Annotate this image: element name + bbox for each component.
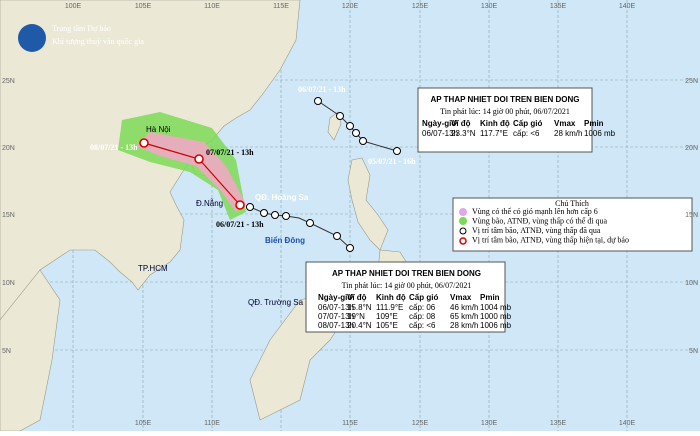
cell: 109°E [376, 312, 398, 321]
cell: 06/07-13h [318, 303, 354, 312]
lon-label: 110E [204, 3, 220, 10]
bulletin-title: AP THAP NHIET DOI TREN BIEN DONG [430, 95, 579, 104]
lon-label: 125E [412, 3, 429, 10]
lon-label: 105E [135, 3, 152, 10]
past-points [246, 97, 401, 252]
cell: 15.8°N [347, 303, 372, 312]
past-track-north [317, 100, 398, 152]
cell: 105°E [376, 321, 398, 330]
legend-swatch [459, 208, 467, 216]
lat-label: 5N [2, 348, 11, 355]
cell: 06/07-13h [422, 129, 458, 138]
cell: 1004 mb [480, 303, 512, 312]
lon-label: 135E [550, 3, 567, 10]
column-header: Pmin [584, 119, 604, 128]
cell: 07/07-13h [318, 312, 354, 321]
lat-label: 15N [685, 212, 698, 219]
lon-label: 100E [65, 3, 82, 10]
track-label: 06/07/21 - 13h [216, 220, 264, 229]
legend-item: Vùng bão, ATNĐ, vùng thấp có thể đi qua [472, 217, 608, 226]
lon-label: 110E [204, 420, 220, 427]
column-header: Vĩ độ [347, 293, 367, 302]
lon-label: 140E [619, 3, 636, 10]
bulletin-issued: Tin phát lúc: 14 giờ 00 phút, 06/07/2021 [342, 281, 472, 290]
lat-label: 10N [685, 280, 698, 287]
legend-item: Vị trí tâm bão, ATNĐ, vùng thấp đã qua [472, 226, 601, 235]
lat-label: 25N [685, 78, 698, 85]
column-header: Vĩ độ [451, 119, 471, 128]
cell: 19°N [347, 312, 365, 321]
place-label: Đ.Nẵng [196, 199, 223, 208]
header-line: Trung tâm Dự báo [52, 24, 111, 33]
legend-swatch [459, 217, 467, 225]
forecast-points [139, 138, 245, 210]
cell: 117.7°E [480, 129, 508, 138]
cell: 1000 mb [480, 312, 512, 321]
cell: cấp: 06 [409, 303, 436, 312]
lon-label: 125E [412, 420, 429, 427]
place-label: Biển Đông [265, 236, 305, 245]
lat-label: 10N [2, 280, 15, 287]
logo [18, 24, 46, 52]
column-header: Cấp gió [409, 293, 438, 302]
lat-label: 5N [689, 348, 698, 355]
bulletin-title: AP THAP NHIET DOI TREN BIEN DONG [332, 269, 481, 278]
column-header: Kinh độ [376, 293, 406, 302]
column-header: Pmin [480, 293, 500, 302]
cell: 23.3°N [451, 129, 476, 138]
lon-label: 140E [619, 420, 636, 427]
cell: 28 km/h [554, 129, 582, 138]
cell: cấp: <6 [513, 129, 540, 138]
strong-wind-area [136, 132, 246, 212]
lon-label: 115E [342, 420, 358, 427]
legend-item: Vùng có thể có gió mạnh lên hơn cấp 6 [472, 207, 598, 216]
lon-label: 115E [273, 3, 289, 10]
cell: 1006 mb [584, 129, 616, 138]
cell: cấp: 08 [409, 312, 436, 321]
place-label: QĐ. Trường Sa [248, 298, 304, 307]
cell: 111.9°E [376, 303, 403, 312]
place-label: Hà Nội [146, 125, 171, 134]
cell: 1006 mb [480, 321, 512, 330]
lat-label: 20N [2, 145, 15, 152]
lon-label: 130E [481, 3, 498, 10]
bulletin-north-box [417, 87, 593, 153]
bulletin-south-box [305, 261, 506, 333]
cell: 28 km/h [450, 321, 478, 330]
column-header: Vmax [450, 293, 472, 302]
track-label: 08/07/21 - 13h [90, 143, 138, 152]
column-header: Cấp gió [513, 119, 542, 128]
lon-label: 120E [342, 3, 359, 10]
column-header: Kinh độ [480, 119, 510, 128]
lat-label: 15N [2, 212, 15, 219]
track-label: 07/07/21 - 13h [206, 148, 254, 157]
place-label: TP.HCM [138, 264, 168, 273]
legend-title: Chú Thích [555, 199, 589, 208]
cell: 65 km/h [450, 312, 478, 321]
bulletin-issued: Tin phát lúc: 14 giờ 00 phút, 06/07/2021 [440, 107, 570, 116]
cell: cấp: <6 [409, 321, 436, 330]
column-header: Vmax [554, 119, 576, 128]
column-header: Ngày-giờ [422, 119, 457, 128]
lon-label: 105E [135, 420, 152, 427]
lon-label: 135E [550, 420, 567, 427]
legend-swatch [459, 227, 467, 235]
legend-item: Vị trí tâm bão, ATNĐ, vùng thấp hiện tại… [472, 236, 629, 245]
track-label: 06/07/21 - 13h [298, 85, 346, 94]
legend-swatch [459, 237, 467, 245]
cell: 20.4°N [347, 321, 372, 330]
lat-label: 20N [685, 145, 698, 152]
legend-box [452, 197, 693, 252]
lon-label: 130E [481, 420, 498, 427]
lat-label: 25N [2, 78, 15, 85]
cell: 46 km/h [450, 303, 478, 312]
cell: 08/07-13h [318, 321, 354, 330]
place-label: QĐ. Hoàng Sa [255, 193, 309, 202]
header-line: Khí tượng thuỷ văn quốc gia [52, 37, 144, 46]
track-label: 05/07/21 - 16h [368, 157, 416, 166]
column-header: Ngày-giờ [318, 293, 353, 302]
